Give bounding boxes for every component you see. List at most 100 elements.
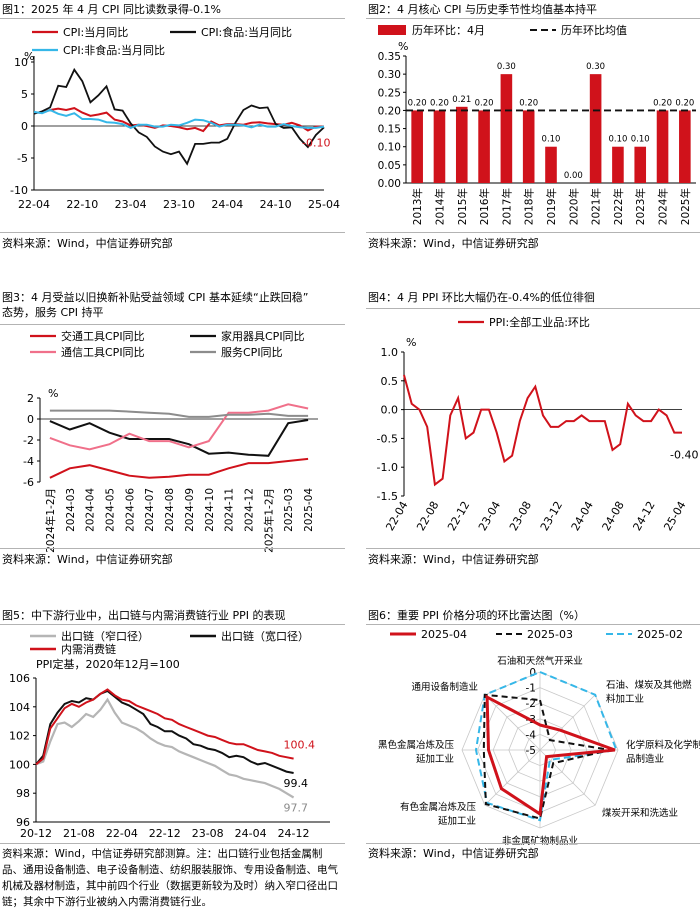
- y-unit: %: [24, 50, 34, 63]
- y-tick-label: 0.00: [378, 178, 401, 190]
- chart-cpi-yoy: CPI:当月同比 CPI:食品:当月同比 CPI:非食品:当月同比 -10 -5 0 5 10…: [10, 25, 340, 211]
- y-tick-label: 0.25: [378, 87, 401, 99]
- x-tick-label: 22-04: [18, 198, 50, 211]
- legend-swatch: [378, 25, 406, 35]
- title-rule: [366, 18, 700, 19]
- y-tick-label: 100: [9, 758, 30, 771]
- x-tick-label: 24-08: [600, 499, 627, 533]
- x-tick-label: 2024-09: [184, 488, 196, 532]
- bar-label: 0.00: [564, 171, 583, 181]
- source-rule: [366, 548, 700, 549]
- title-rule: [366, 308, 700, 309]
- end-label: 97.7: [284, 802, 309, 815]
- y-tick-label: 0.0: [381, 404, 399, 417]
- x-tick-label: 2022年: [612, 188, 625, 225]
- bar: [679, 110, 691, 183]
- bar-label: 0.10: [631, 135, 650, 145]
- panel-title: 图5：中下游行业中，出口链与内需消费链行业 PPI 的表现: [2, 609, 286, 622]
- x-tick-label: 2024-06: [124, 488, 136, 532]
- x-tick-label: 25-04: [661, 499, 688, 533]
- x-tick-label: 2017年: [500, 188, 513, 225]
- panel-durables-cpi: 图3：4 月受益以旧换新补贴受益领域 CPI 基本延续“止跌回稳” 态势，服务 …: [0, 290, 345, 600]
- bar: [612, 146, 624, 183]
- radar-tick-label: -5: [526, 745, 536, 757]
- series-line-3: [49, 409, 309, 418]
- y-unit: %: [398, 40, 408, 53]
- radar-series: [474, 670, 618, 822]
- panel-title: 图1：2025 年 4 月 CPI 同比读数录得-0.1%: [2, 3, 221, 16]
- bar-label: 0.10: [608, 135, 627, 145]
- x-tick-label: 25-04: [308, 198, 340, 211]
- series-line-1: [33, 67, 325, 166]
- x-tick-label: 23-04: [476, 499, 503, 533]
- chart-core-cpi: 历年环比：4月 历年环比均值% 0.00 0.05 0.10 0.15 0.20 0.25 0.…: [378, 23, 696, 225]
- x-tick-label: 2024-07: [144, 488, 156, 532]
- y-tick-label: 98: [16, 787, 30, 800]
- panel-title: 图2：4 月核心 CPI 与历史季节性均值基本持平: [368, 3, 598, 16]
- y-tick-label: 102: [9, 730, 30, 743]
- y-tick-label: -1.0: [377, 461, 398, 474]
- y-tick-label: -2: [23, 434, 34, 447]
- bar-label: 0.20: [475, 98, 494, 108]
- x-tick-label: 2024-08: [164, 488, 176, 532]
- y-tick-label: -10: [10, 184, 28, 197]
- y-tick-label: 0: [21, 120, 28, 133]
- bar-label: 0.20: [430, 98, 449, 108]
- x-tick-label: 2013年: [411, 188, 424, 225]
- y-tick-label: 2: [27, 392, 34, 405]
- x-tick-label: 24-12: [278, 827, 310, 840]
- radar-tick-label: -4: [526, 729, 537, 741]
- x-tick-label: 2021年: [590, 188, 603, 225]
- bar-label: 0.20: [408, 98, 427, 108]
- source-rule: [366, 232, 700, 233]
- panel-source: 资料来源：Wind，中信证券研究部: [2, 553, 173, 566]
- chart-subtitle: PPI定基，2020年12月=100: [36, 657, 180, 671]
- x-tick-label: 22-12: [445, 499, 472, 533]
- radar-axis-label: 石油、煤炭及其他燃: [606, 679, 692, 691]
- x-tick-label: 2024-11: [224, 488, 236, 532]
- x-tick-label: 2024-04: [85, 488, 97, 532]
- bar-label: 0.20: [653, 98, 672, 108]
- x-tick-label: 23-04: [115, 198, 147, 211]
- x-tick-label: 23-12: [538, 499, 565, 533]
- x-tick-label: 2023年: [634, 188, 647, 225]
- legend-label: CPI:非食品:当月同比: [63, 43, 165, 57]
- legend-label: 历年环比：4月: [412, 23, 485, 37]
- x-tick-label: 2025年1-2月: [262, 488, 275, 553]
- y-tick-label: 1.0: [381, 346, 399, 359]
- bar: [478, 110, 490, 183]
- y-tick-label: 106: [9, 672, 30, 685]
- y-tick-label: 0.20: [378, 105, 401, 117]
- source-rule: [0, 232, 345, 233]
- x-tick-label: 2024-10: [204, 488, 216, 532]
- bar: [500, 74, 513, 183]
- radar-axis-label: 有色金属冶炼及压: [400, 801, 477, 813]
- y-tick-label: 0.10: [378, 142, 401, 154]
- x-tick-label: 22-08: [414, 499, 441, 533]
- y-tick-label: -6: [23, 476, 34, 489]
- panel-source: 资料来源：Wind，中信证券研究部: [2, 237, 173, 250]
- y-tick-label: 0.35: [378, 51, 401, 63]
- x-tick-label: 20-12: [20, 827, 52, 840]
- x-tick-label: 2018年: [523, 188, 536, 225]
- x-tick-label: 24-04: [569, 499, 596, 533]
- x-tick-label: 2025-03: [283, 488, 295, 532]
- x-tick-label: 2025-04: [303, 488, 315, 532]
- radar-axis-label: 煤炭开采和洗选业: [602, 807, 678, 819]
- legend-label: 内需消费链: [61, 642, 116, 656]
- x-tick-label: 2024-03: [65, 488, 77, 532]
- bar: [634, 146, 647, 183]
- series-line-0: [403, 374, 682, 487]
- legend-label: 服务CPI同比: [221, 346, 283, 359]
- panel-core-cpi: 图2：4 月核心 CPI 与历史季节性均值基本持平 历年环比：4月 历年环比均值%…: [366, 0, 700, 300]
- series-line-2: [33, 108, 325, 129]
- series-line-1: [35, 689, 294, 774]
- legend-label: CPI:当月同比: [63, 25, 128, 39]
- y-unit: %: [48, 387, 58, 400]
- legend-label: 出口链（窄口径）: [61, 629, 149, 643]
- radar-axis-label: 料加工业: [606, 693, 644, 705]
- panel-title: 图4：4 月 PPI 环比大幅仍在-0.4%的低位徘徊: [368, 291, 595, 304]
- panel-downstream-ppi: 图5：中下游行业中，出口链与内需消费链行业 PPI 的表现 出口链（窄口径） 出口…: [0, 600, 345, 912]
